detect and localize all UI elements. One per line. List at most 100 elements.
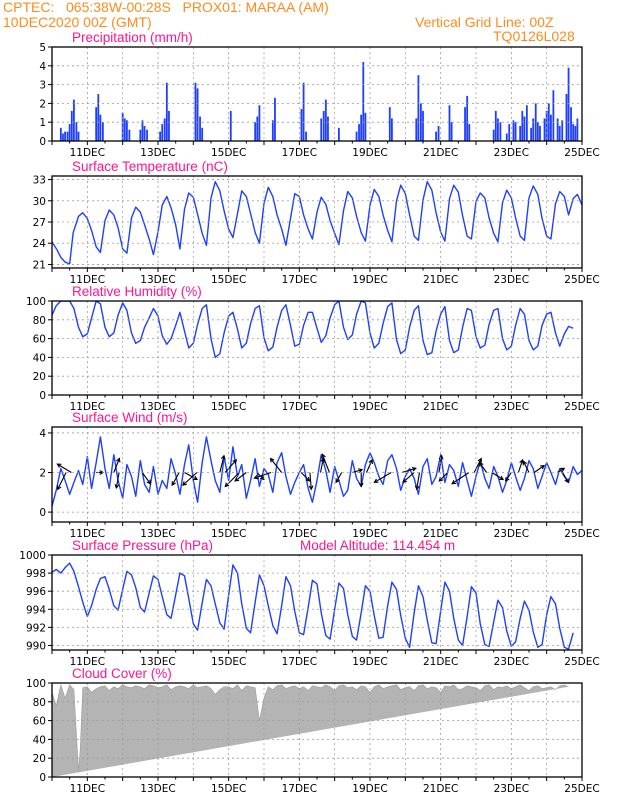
- header-title-left: CPTEC: 065:38W-00:28S PROX01: MARAA (AM): [3, 0, 329, 15]
- panel-5: 990 992 994 996 998 1000 11DEC 13DEC 15DEC 17DEC 1…: [19, 538, 599, 668]
- x-tick-label: 21DEC: [423, 401, 458, 413]
- x-tick-label: 15DEC: [211, 401, 246, 413]
- panel-title: Relative Humidity (%): [72, 284, 202, 299]
- wind-vector-head: [224, 482, 230, 488]
- wind-vector: [57, 463, 72, 473]
- wind-vector-head: [193, 475, 199, 481]
- x-tick-label: 25DEC: [564, 147, 599, 159]
- precip-bar: [101, 122, 104, 141]
- plot-content: [52, 683, 569, 777]
- precip-bar: [505, 133, 508, 141]
- wind-vector-head: [438, 454, 444, 460]
- precip-bar: [543, 118, 546, 141]
- panel-4: 0 2 4 11DEC 13DEC 15DEC 17DEC 19DEC 21DEC 23DEC 25…: [39, 410, 599, 540]
- x-tick-label: 25DEC: [564, 401, 599, 413]
- wind-vector-head: [56, 463, 62, 468]
- precip-bar: [338, 127, 340, 141]
- panel-2: 21 24 27 30 33 11DEC 13DEC 15DEC 17DEC 19DEC 21DEC…: [33, 159, 600, 286]
- series-line: [52, 180, 582, 265]
- wind-vector: [374, 472, 392, 483]
- precip-bar: [494, 110, 497, 141]
- panel-title: Surface Wind (m/s): [72, 410, 188, 425]
- panel-title: Surface Pressure (hPa): [72, 538, 213, 553]
- x-tick-label: 15DEC: [211, 528, 246, 540]
- header-grid-note: Vertical Grid Line: 00Z: [415, 14, 554, 30]
- x-tick-label: 17DEC: [282, 656, 317, 668]
- wind-vector: [115, 472, 120, 488]
- wind-vector-head: [320, 457, 326, 463]
- precip-bar: [163, 118, 166, 141]
- x-tick-label: 23DEC: [494, 783, 529, 795]
- precip-bar: [550, 114, 552, 141]
- precip-bar: [305, 131, 307, 141]
- precip-bar: [574, 125, 577, 141]
- precip-bar: [68, 124, 71, 141]
- y-tick-label: 40: [33, 734, 46, 746]
- precip-bar: [274, 97, 276, 141]
- x-tick-label: 21DEC: [423, 528, 458, 540]
- wind-vector: [309, 472, 312, 490]
- y-tick-label: 1: [39, 117, 46, 129]
- precip-bar: [121, 112, 124, 141]
- y-tick-label: 21: [33, 259, 46, 271]
- wind-vector-head: [335, 478, 340, 484]
- precip-bar: [534, 103, 537, 141]
- wind-vector-head: [505, 476, 510, 482]
- wind-vector: [438, 455, 443, 473]
- x-tick-label: 11DEC: [70, 528, 105, 540]
- precip-bar: [271, 120, 274, 141]
- wind-vector-head: [499, 475, 505, 481]
- precip-bar: [66, 131, 69, 141]
- x-tick-label: 23DEC: [494, 528, 529, 540]
- panel-title: Surface Temperature (nC): [72, 159, 228, 174]
- precip-bar: [512, 120, 515, 141]
- precip-bar: [576, 118, 579, 141]
- y-tick-label: 60: [33, 334, 46, 346]
- wind-vector-head: [259, 475, 265, 481]
- precip-bar: [75, 122, 78, 141]
- x-tick-label: 19DEC: [352, 274, 387, 286]
- precip-bar: [97, 94, 100, 141]
- precip-bar: [201, 127, 204, 141]
- wind-vector: [270, 458, 283, 473]
- precip-bar: [139, 129, 142, 141]
- x-tick-label: 13DEC: [140, 783, 175, 795]
- wind-vector: [224, 472, 240, 487]
- y-tick-label: 4: [39, 61, 46, 73]
- wind-vector-head: [114, 483, 120, 490]
- x-tick-label: 17DEC: [282, 274, 317, 286]
- precip-bar: [419, 103, 422, 141]
- x-tick-label: 19DEC: [352, 783, 387, 795]
- precip-bar: [73, 99, 75, 141]
- wind-vector-head: [182, 481, 187, 486]
- precip-bar: [521, 110, 524, 141]
- precip-bar: [572, 124, 575, 141]
- y-tick-label: 40: [33, 352, 46, 364]
- wind-vector: [365, 459, 373, 473]
- wind-vector: [57, 472, 67, 490]
- wind-vector-head: [358, 482, 364, 488]
- wind-vector: [438, 472, 449, 482]
- precip-bar: [364, 112, 367, 141]
- x-tick-label: 17DEC: [282, 147, 317, 159]
- x-tick-label: 25DEC: [564, 656, 599, 668]
- wind-vector: [113, 458, 120, 473]
- wind-vector-head: [373, 478, 379, 483]
- precip-bar: [391, 118, 393, 141]
- y-tick-label: 30: [33, 196, 46, 208]
- wind-vector-head: [358, 468, 364, 473]
- precip-bar: [570, 107, 572, 141]
- plot-frame: [51, 554, 583, 651]
- precip-bar: [362, 62, 365, 141]
- precip-bar: [62, 133, 64, 141]
- precip-bar: [523, 116, 526, 141]
- x-tick-label: 23DEC: [494, 274, 529, 286]
- x-tick-label: 15DEC: [211, 783, 246, 795]
- wind-vector-head: [478, 461, 484, 467]
- precip-bar: [435, 131, 437, 141]
- x-tick-label: 13DEC: [140, 656, 175, 668]
- y-tick-label: 0: [39, 772, 46, 784]
- wind-vector-head: [146, 479, 152, 485]
- precip-bar: [194, 82, 197, 141]
- plot-content: [52, 301, 574, 359]
